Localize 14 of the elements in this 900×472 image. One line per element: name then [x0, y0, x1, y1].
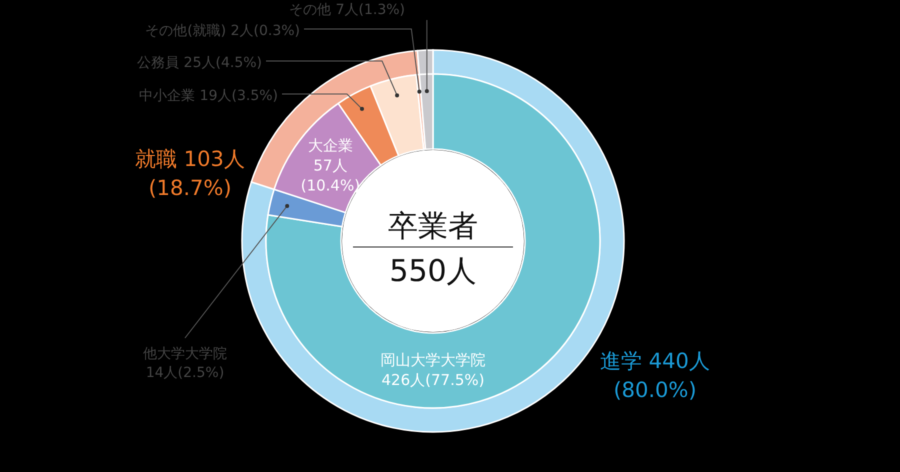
slice-label: 公務員 25人(4.5%) [137, 55, 262, 71]
slice-label: 大企業 [308, 136, 353, 154]
slice-label: 中小企業 19人(3.5%) [139, 88, 278, 104]
slice-label: 岡山大学大学院 [380, 351, 486, 369]
slice-label: 就職 103人(18.7%) [135, 147, 245, 200]
slice-label: その他(就職) 2人(0.3%) [145, 23, 300, 39]
slice-label: 他大学大学院 [143, 346, 227, 362]
data-label: 426人(77.5%) [382, 371, 484, 389]
data-label: 14人(2.5%) [146, 365, 224, 381]
subtitle: 550人 [389, 254, 477, 289]
title: 卒業者 [388, 209, 478, 244]
slice-label: 進学 440人(80.0%) [600, 349, 710, 402]
slice-label: その他 7人(1.3%) [289, 2, 405, 18]
data-label: 57人(10.4%) [300, 156, 360, 194]
